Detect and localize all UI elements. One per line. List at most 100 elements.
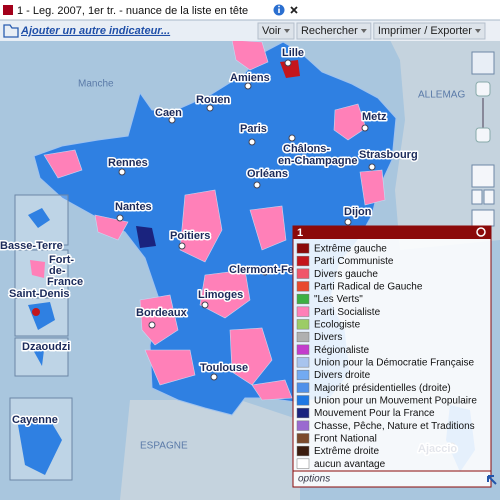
menu-label[interactable]: Imprimer / Exporter: [378, 25, 472, 37]
menu-label[interactable]: Voir: [262, 25, 281, 37]
city-label: Lille: [282, 47, 304, 59]
city-label: Strasbourg: [359, 149, 418, 161]
overseas-label: Saint-Denis: [9, 288, 70, 300]
city-label: Metz: [362, 111, 387, 123]
legend-label: Parti Radical de Gauche: [314, 281, 423, 292]
city-dot: [288, 134, 296, 142]
legend-label: Mouvement Pour la France: [314, 408, 435, 419]
zoom-out[interactable]: [475, 127, 491, 143]
city-label: Bordeaux: [136, 307, 188, 319]
menu-button[interactable]: Imprimer / Exporter: [373, 22, 486, 40]
overseas-label: Cayenne: [12, 414, 58, 426]
city-dot: [206, 104, 214, 112]
legend-swatch: [296, 281, 310, 292]
header-title: 1 - Leg. 2007, 1er tr. - nuance de la li…: [17, 5, 248, 17]
menu-bg[interactable]: [257, 22, 295, 40]
menu-arrow: [474, 29, 481, 33]
legend-label: Parti Communiste: [314, 256, 394, 267]
city-dot: [253, 181, 261, 189]
legend-swatch: [296, 369, 310, 381]
legend-swatch: [296, 407, 310, 419]
legend-swatch: [296, 268, 310, 279]
menu-button[interactable]: Rechercher: [296, 22, 372, 40]
legend-label: Majorité présidentielles (droite): [314, 383, 451, 394]
city-label: Poitiers: [170, 230, 210, 242]
legend-label: Ecologiste: [314, 319, 361, 330]
legend-label: Union pour un Mouvement Populaire: [314, 395, 477, 406]
city-dot: [201, 301, 209, 309]
city-dot: [210, 373, 218, 381]
city-dot: [248, 138, 256, 146]
folder-icon: [3, 24, 19, 38]
city-dot: [168, 116, 176, 124]
city-label: Orléans: [247, 168, 288, 180]
close-button[interactable]: [290, 6, 298, 14]
legend-options[interactable]: options: [298, 474, 330, 485]
header: [0, 0, 500, 20]
city-label: Paris: [240, 123, 267, 135]
layer-button[interactable]: [471, 209, 495, 227]
legend-label: Union pour la Démocratie Française: [314, 357, 475, 368]
city-label: Rennes: [108, 157, 148, 169]
legend-label: "Les Verts": [314, 294, 363, 305]
zoom-box-button[interactable]: [471, 51, 495, 75]
legend-label: Front National: [314, 433, 377, 444]
full-extent[interactable]: [471, 164, 495, 188]
city-dot: [116, 214, 124, 222]
city-dot: [344, 218, 352, 226]
menu-button[interactable]: Voir: [257, 22, 295, 40]
legend-swatch: [296, 319, 310, 330]
pan-left[interactable]: [471, 189, 483, 205]
city-dot: [178, 242, 186, 250]
legend-titlebar: [293, 226, 491, 239]
sea-label: ALLEMAG: [418, 90, 465, 101]
neighbor-land: [120, 400, 300, 500]
info-icon-glyph: [278, 5, 280, 8]
overseas-label: Dzaoudzi: [22, 341, 70, 353]
legend-label: Extrême droite: [314, 446, 379, 457]
legend-label: Extrême gauche: [314, 243, 387, 254]
pan-right[interactable]: [483, 189, 495, 205]
city-label: Limoges: [198, 289, 243, 301]
map-controls[interactable]: [471, 51, 495, 227]
legend-swatch: [296, 331, 310, 343]
menu-arrow: [283, 29, 290, 33]
overseas-label: France: [47, 276, 83, 288]
legend-swatch: [296, 243, 310, 254]
city-dot: [244, 82, 252, 90]
resize-handle[interactable]: [487, 475, 497, 485]
legend-label: aucun avantage: [314, 459, 386, 470]
city-dot: [361, 124, 369, 132]
legend-label: Chasse, Pêche, Nature et Traditions: [314, 421, 475, 432]
legend-swatch: [296, 382, 310, 393]
legend-swatch: [296, 433, 310, 444]
legend-swatch: [296, 395, 310, 406]
legend-visibility[interactable]: [476, 227, 486, 237]
legend-swatch: [296, 306, 310, 317]
overseas-label: Fort-: [49, 254, 74, 266]
legend-label: Divers: [314, 332, 342, 343]
city-label: Amiens: [230, 72, 270, 84]
city-label: Nantes: [115, 201, 152, 213]
city-dot: [261, 268, 269, 276]
legend-swatch: [296, 420, 310, 431]
zoom-in[interactable]: [475, 81, 491, 97]
menu-bg[interactable]: [373, 22, 486, 40]
legend-panel: [292, 225, 492, 488]
legend-title: 1: [297, 227, 303, 239]
city-dot: [118, 168, 126, 176]
legend-swatch: [296, 445, 310, 457]
city-dot: [368, 163, 376, 171]
legend-swatch: [296, 458, 310, 469]
header-icon: [3, 5, 13, 15]
city-label: Toulouse: [200, 362, 248, 374]
legend-swatch: [296, 255, 310, 267]
city-label: Rouen: [196, 94, 231, 106]
legend-label: Parti Socialiste: [314, 307, 381, 318]
legend-label: Régionaliste: [314, 345, 369, 356]
sea-label: Manche: [78, 79, 114, 90]
add-indicator-link[interactable]: Ajouter un autre indicateur...: [20, 25, 170, 37]
menu-bg[interactable]: [296, 22, 372, 40]
menu-label[interactable]: Rechercher: [301, 25, 358, 37]
